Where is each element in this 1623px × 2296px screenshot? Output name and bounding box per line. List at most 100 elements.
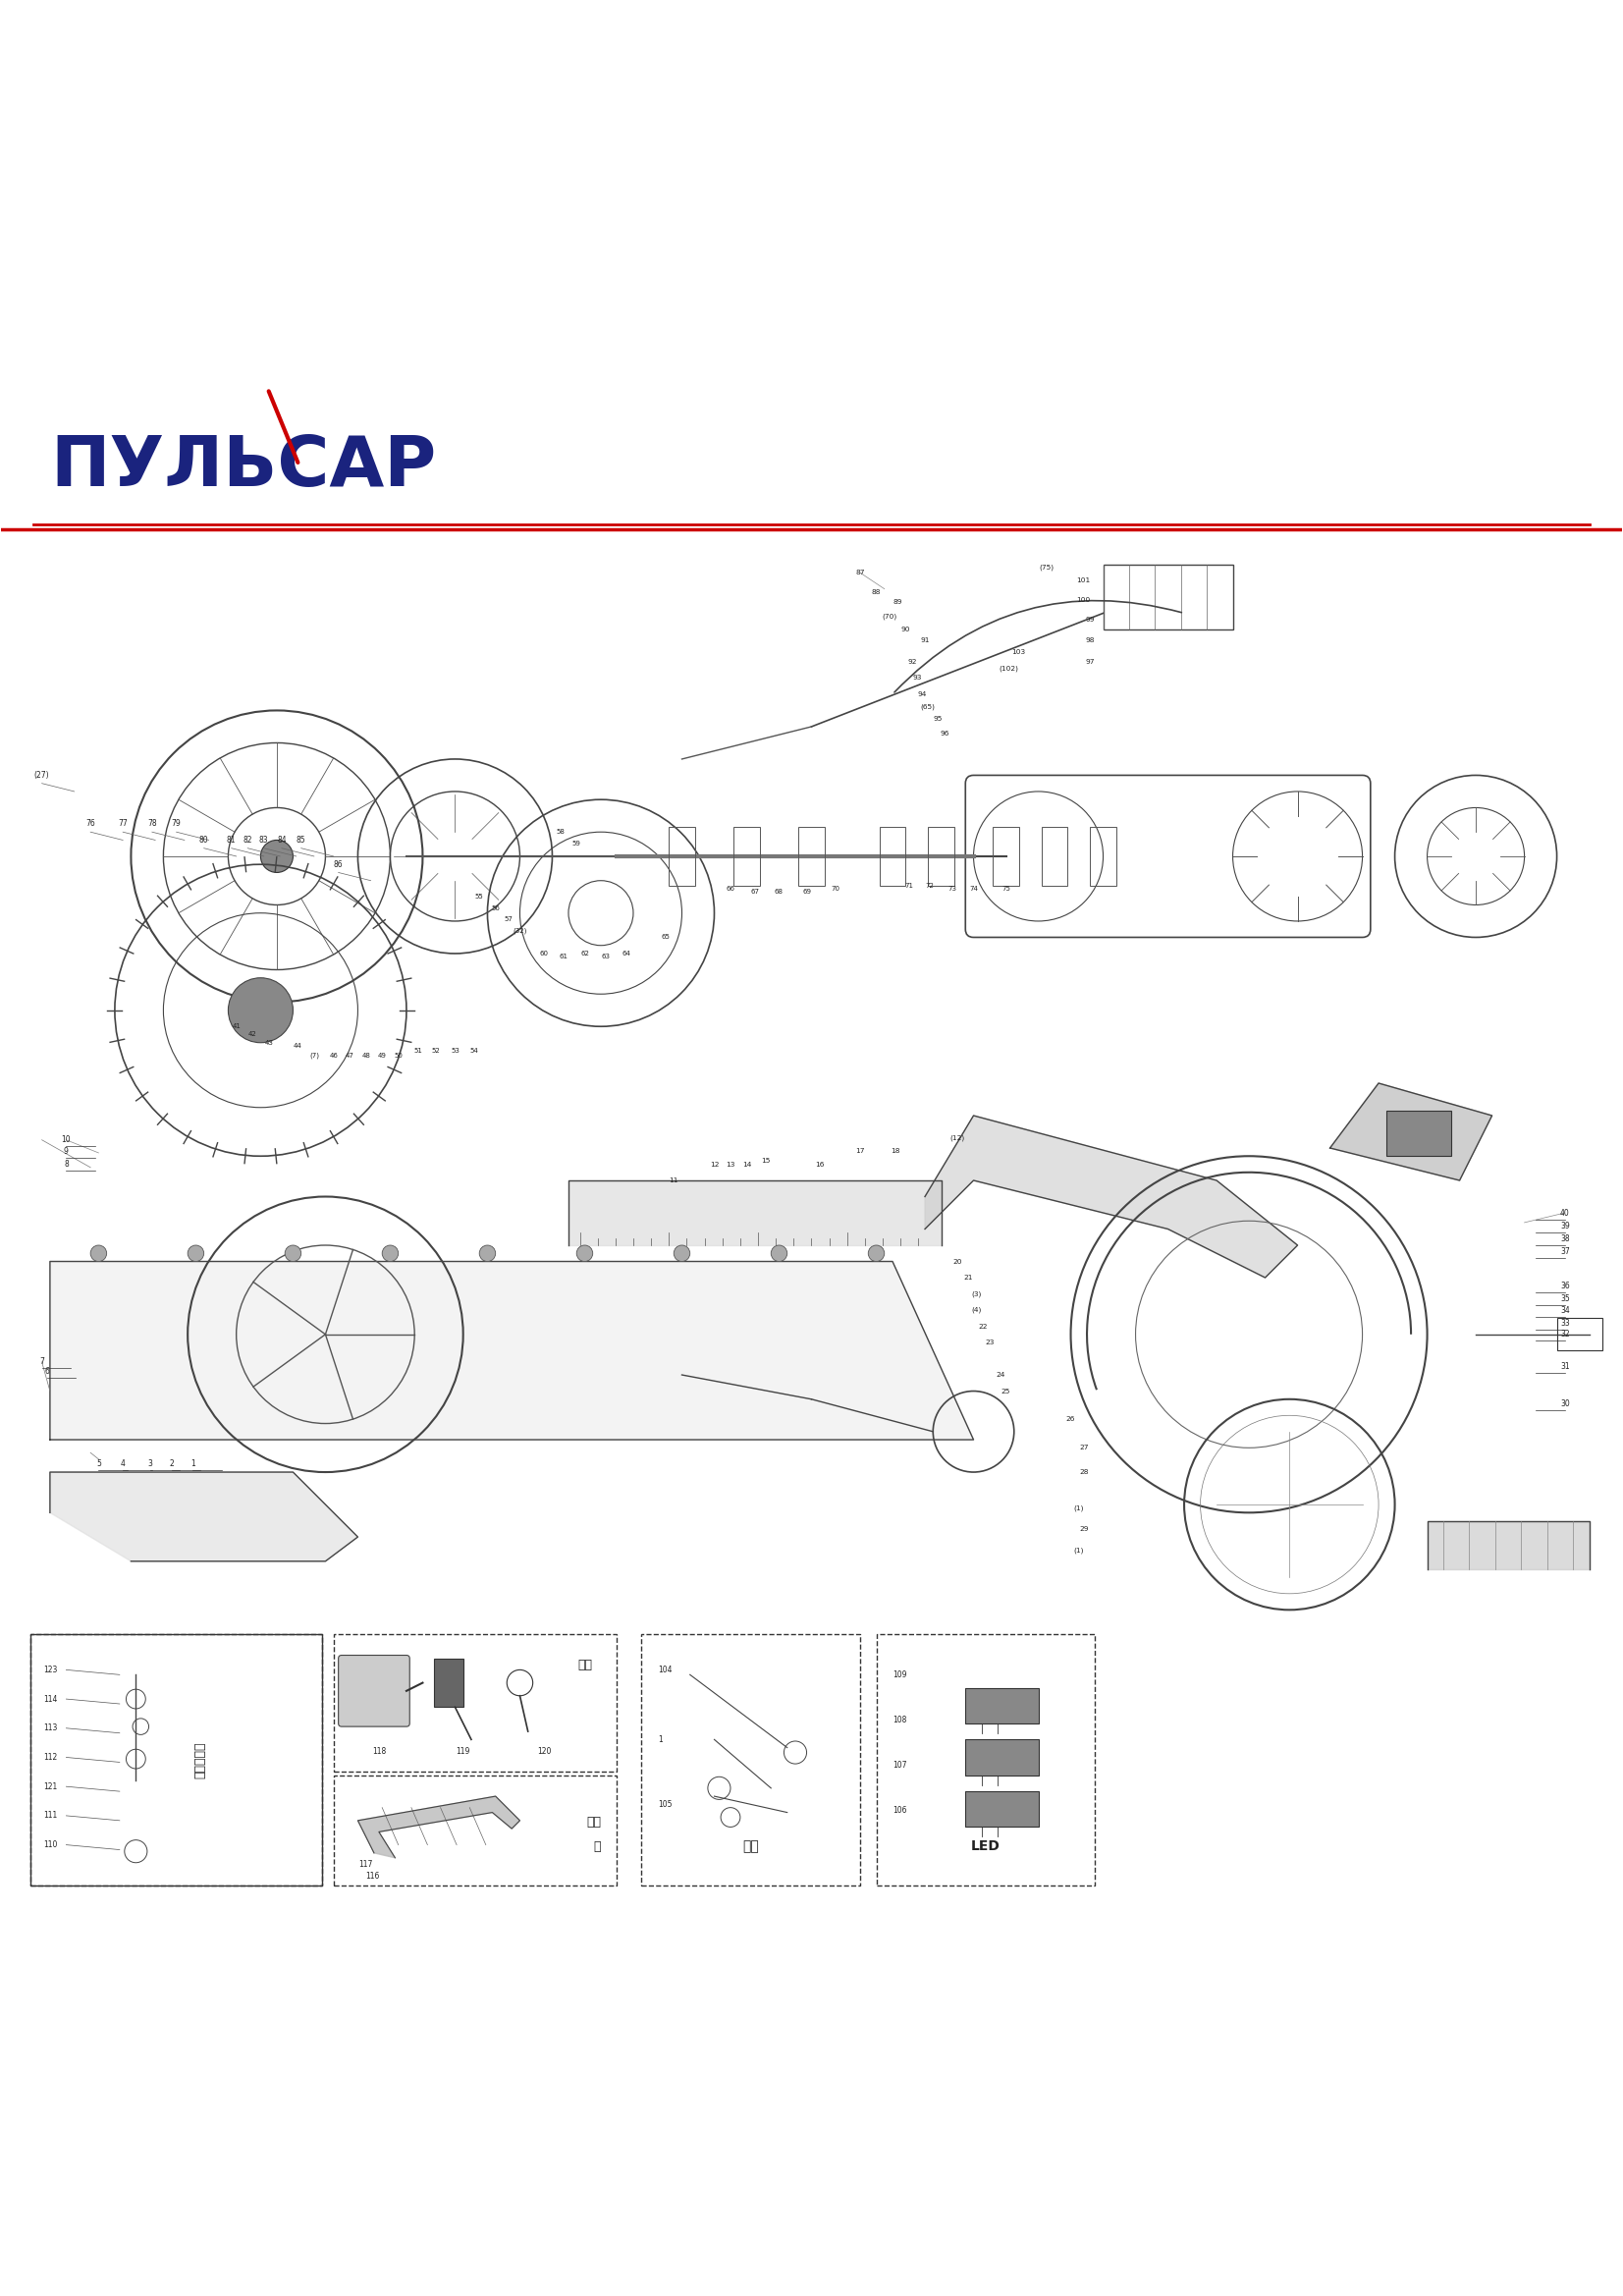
- Text: 94: 94: [917, 691, 927, 698]
- Text: 80: 80: [200, 836, 209, 845]
- Text: 70: 70: [831, 886, 841, 891]
- Bar: [333, 1775, 617, 1885]
- Text: 37: 37: [1560, 1247, 1569, 1256]
- Text: 101: 101: [1076, 579, 1091, 583]
- Text: 56: 56: [492, 905, 500, 912]
- Text: 16: 16: [815, 1162, 824, 1166]
- Text: 87: 87: [855, 569, 865, 576]
- Text: 123: 123: [44, 1665, 57, 1674]
- Text: 95: 95: [933, 716, 943, 721]
- Text: 97: 97: [1086, 659, 1096, 666]
- Text: 1: 1: [190, 1460, 195, 1469]
- Text: 40: 40: [1560, 1208, 1569, 1217]
- Circle shape: [229, 978, 294, 1042]
- Text: 28: 28: [1079, 1469, 1089, 1474]
- FancyBboxPatch shape: [338, 1655, 409, 1727]
- Text: 12: 12: [709, 1162, 719, 1166]
- Text: 46: 46: [329, 1052, 338, 1058]
- Text: 99: 99: [1086, 618, 1096, 622]
- Text: (1): (1): [1074, 1548, 1084, 1552]
- Text: 4: 4: [120, 1460, 125, 1469]
- Text: 86: 86: [334, 861, 342, 868]
- Text: 110: 110: [44, 1841, 57, 1848]
- Text: 120: 120: [537, 1747, 552, 1756]
- Text: 106: 106: [893, 1807, 907, 1816]
- Text: 111: 111: [44, 1812, 57, 1821]
- Text: (12): (12): [949, 1134, 964, 1141]
- Text: 24: 24: [997, 1373, 1006, 1378]
- Text: 32: 32: [1560, 1329, 1569, 1339]
- Text: 118: 118: [372, 1747, 386, 1756]
- Text: 43: 43: [265, 1040, 273, 1045]
- Text: 107: 107: [893, 1761, 907, 1770]
- Bar: [799, 827, 824, 886]
- Text: 激光: 激光: [742, 1839, 760, 1853]
- Circle shape: [381, 1244, 398, 1261]
- Text: 66: 66: [725, 886, 735, 891]
- Text: 104: 104: [657, 1665, 672, 1674]
- Text: 53: 53: [451, 1047, 459, 1054]
- Bar: [1042, 827, 1068, 886]
- Text: 88: 88: [872, 590, 881, 595]
- Text: 112: 112: [44, 1752, 57, 1761]
- Text: (27): (27): [34, 771, 50, 781]
- Circle shape: [91, 1244, 107, 1261]
- Bar: [1386, 1111, 1451, 1157]
- Text: 44: 44: [294, 1042, 302, 1049]
- Text: 撑: 撑: [594, 1839, 601, 1853]
- Bar: [876, 1635, 1096, 1885]
- Text: 105: 105: [657, 1800, 672, 1809]
- Text: 65: 65: [661, 934, 670, 941]
- Text: 51: 51: [414, 1047, 422, 1054]
- Text: 91: 91: [920, 638, 930, 643]
- Bar: [1556, 1318, 1602, 1350]
- Polygon shape: [1427, 1520, 1589, 1570]
- Text: (102): (102): [1000, 666, 1019, 670]
- Text: (70): (70): [881, 613, 898, 620]
- Bar: [734, 827, 760, 886]
- Text: 后支: 后支: [586, 1816, 601, 1828]
- Text: 35: 35: [1560, 1295, 1569, 1304]
- Text: 50: 50: [394, 1052, 403, 1058]
- Bar: [31, 1635, 323, 1885]
- Text: 48: 48: [362, 1052, 370, 1058]
- Text: 63: 63: [601, 953, 610, 960]
- Text: 26: 26: [1066, 1417, 1076, 1421]
- Bar: [966, 1688, 1039, 1724]
- Bar: [1104, 565, 1233, 629]
- Text: (75): (75): [1039, 565, 1053, 572]
- Text: 67: 67: [750, 889, 760, 895]
- Text: 74: 74: [969, 886, 979, 891]
- Text: 47: 47: [346, 1052, 354, 1058]
- Text: (7): (7): [308, 1052, 320, 1058]
- Text: 93: 93: [912, 675, 922, 682]
- Circle shape: [261, 840, 294, 872]
- Text: (1): (1): [1074, 1504, 1084, 1511]
- Text: 18: 18: [891, 1148, 901, 1155]
- Text: 38: 38: [1560, 1235, 1569, 1242]
- Text: 83: 83: [260, 836, 268, 845]
- Polygon shape: [357, 1795, 519, 1857]
- Text: 22: 22: [979, 1322, 988, 1329]
- Text: 34: 34: [1560, 1306, 1569, 1316]
- Text: 100: 100: [1076, 597, 1091, 604]
- Text: 77: 77: [118, 820, 128, 829]
- Polygon shape: [50, 1472, 357, 1561]
- Text: (32): (32): [513, 928, 527, 934]
- Text: (3): (3): [972, 1290, 982, 1297]
- Text: ПУЛЬСАР: ПУЛЬСАР: [50, 434, 437, 501]
- Text: 62: 62: [581, 951, 589, 957]
- Text: 114: 114: [44, 1694, 57, 1704]
- Text: 29: 29: [1079, 1527, 1089, 1531]
- Text: 75: 75: [1001, 886, 1010, 891]
- Bar: [880, 827, 906, 886]
- Bar: [669, 827, 695, 886]
- Text: 103: 103: [1013, 650, 1026, 654]
- Text: 60: 60: [540, 951, 549, 957]
- Text: 42: 42: [248, 1031, 256, 1038]
- Text: 41: 41: [232, 1024, 240, 1029]
- Bar: [31, 1635, 323, 1885]
- Text: (65): (65): [920, 705, 935, 709]
- Text: 76: 76: [86, 820, 96, 829]
- Text: 90: 90: [901, 627, 911, 631]
